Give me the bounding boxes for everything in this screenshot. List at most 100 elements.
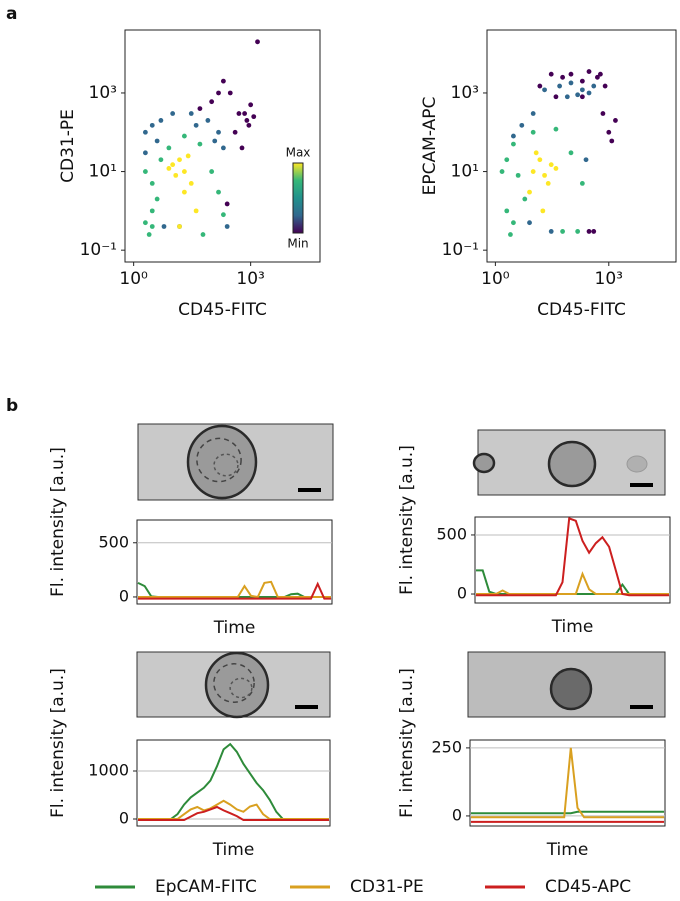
x-axis-label: Time [546,840,589,860]
trace-line [138,580,331,599]
x-axis-label: CD45-FITC [537,300,626,320]
y-tick-label: 10³ [89,83,117,103]
scatter-point [519,122,525,128]
x-axis-label: Time [551,617,594,637]
scatter-point [188,111,194,116]
scatter-point [209,169,215,174]
scatter-point [181,133,187,139]
trace-line [471,810,664,815]
scatter-point [181,169,187,174]
x-axis-label: Time [213,618,256,638]
scatter-point [173,172,179,178]
scatter-point [216,189,221,195]
y-tick-label: 0 [452,805,462,824]
scatter-point [545,180,551,186]
scatter-point [575,92,581,98]
scatter-point [227,90,233,96]
legend-label: EpCAM-FITC [155,877,257,897]
y-tick-label: 10¹ [451,162,479,182]
scatter-point [548,229,554,234]
scatter-point [579,87,585,93]
scatter-point [149,208,155,214]
scatter-point [515,172,521,178]
scatter-point [504,157,510,163]
colorbar-label: Min [287,237,308,251]
scatter-point [613,118,618,123]
scatter-point [600,111,606,116]
scatter-point [197,106,203,112]
y-axis-label: EPCAM-APC [420,97,440,196]
scatter-point [142,169,148,174]
scatter-point [224,201,230,207]
panel-label: a [6,4,17,24]
scatter-point [166,145,172,151]
scatter-point [586,69,592,74]
plot-frame [136,519,333,605]
scatter-point [522,196,528,202]
scatter-point [609,138,615,144]
scatter-point [188,180,194,186]
scatter-point [537,83,543,89]
scatter-point [242,111,248,116]
scatter-point [244,118,250,123]
y-tick-label: 0 [119,808,129,827]
scatter-point [197,141,203,147]
scatter-point [511,133,516,139]
plot-frame [474,516,671,604]
scatter-point [533,150,539,156]
scatter-point [579,78,585,84]
scatter-point [591,229,597,234]
scatter-point [246,122,252,128]
y-tick-label: 10³ [451,83,479,103]
scatter-point [161,224,167,229]
scatter-point [181,189,187,195]
scatter-point [548,162,554,168]
x-axis-label: Time [212,840,255,860]
y-tick-label: 0 [119,586,129,605]
scatter-point [205,118,211,123]
trace-line [476,571,669,595]
scatter-point [193,208,199,214]
scatter-point [537,157,543,163]
scatter-point [560,229,565,234]
y-tick-label: 500 [98,532,129,551]
y-axis-label: Fl. intensity [a.u.] [397,668,417,818]
scatter-point [560,74,565,80]
scatter-point [212,138,218,144]
scatter-point [511,220,516,226]
scatter-point [170,111,176,116]
scatter-point [583,157,589,163]
scatter-point [553,94,559,100]
scatter-point [158,157,164,163]
y-axis-label: Fl. intensity [a.u.] [397,445,417,595]
scatter-point [193,122,199,128]
x-tick-label: 10⁰ [481,269,510,289]
panel-label: b [6,396,18,416]
y-tick-label: 500 [436,524,467,543]
scatter-point [568,80,574,86]
scatter-point [220,78,226,84]
scatter-point [239,145,245,151]
y-tick-label: 250 [431,737,462,756]
scatter-point [142,150,148,156]
plot-frame [486,29,677,263]
scatter-point [232,129,238,135]
scatter-point [591,83,597,89]
scatter-point [606,129,612,135]
y-axis-label: Fl. intensity [a.u.] [48,447,68,597]
scatter-point [542,172,547,178]
scatter-point [511,141,516,147]
scatter-point [542,87,547,93]
scatter-point [530,111,536,116]
x-axis-label: CD45-FITC [178,300,267,320]
scatter-point [564,94,570,100]
cell-texture [229,677,253,699]
y-tick-label: 1000 [88,761,129,780]
scatter-point [579,180,585,186]
colorbar [292,162,304,234]
scatter-point [216,90,221,96]
y-tick-label: 10⁻¹ [80,240,117,260]
scatter-point [530,169,536,174]
y-tick-label: 0 [457,584,467,603]
